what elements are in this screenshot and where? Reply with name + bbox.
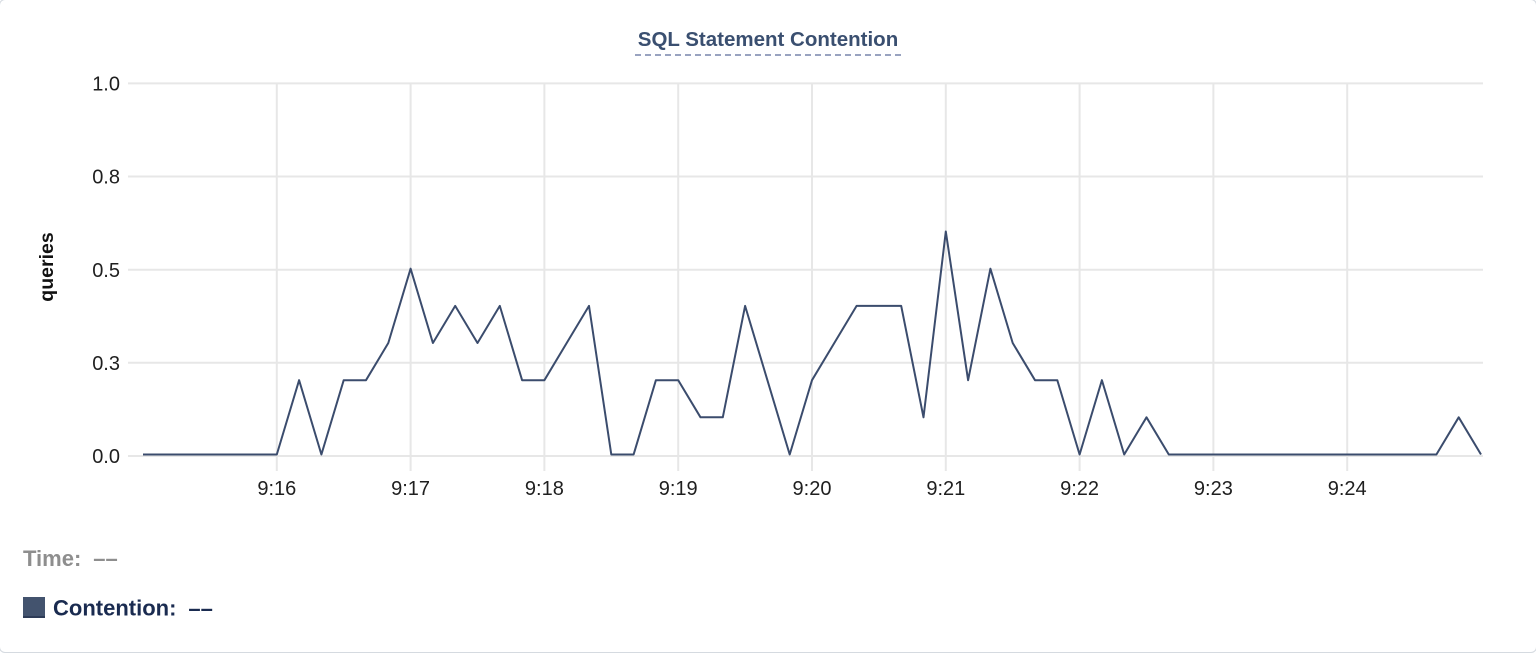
svg-text:0.8: 0.8 xyxy=(92,167,120,189)
svg-text:0.0: 0.0 xyxy=(92,446,120,468)
svg-text:0.5: 0.5 xyxy=(92,260,120,282)
svg-text:9:20: 9:20 xyxy=(793,478,832,500)
svg-text:9:24: 9:24 xyxy=(1328,478,1367,500)
svg-text:9:16: 9:16 xyxy=(257,478,296,500)
svg-text:9:19: 9:19 xyxy=(659,478,698,500)
svg-text:9:18: 9:18 xyxy=(525,478,564,500)
svg-text:1.0: 1.0 xyxy=(92,74,120,96)
svg-text:0.3: 0.3 xyxy=(92,353,120,375)
svg-text:queries: queries xyxy=(36,232,58,302)
svg-text:9:21: 9:21 xyxy=(926,478,965,500)
svg-text:9:22: 9:22 xyxy=(1060,478,1099,500)
svg-text:9:23: 9:23 xyxy=(1194,478,1233,500)
svg-text:9:17: 9:17 xyxy=(391,478,430,500)
